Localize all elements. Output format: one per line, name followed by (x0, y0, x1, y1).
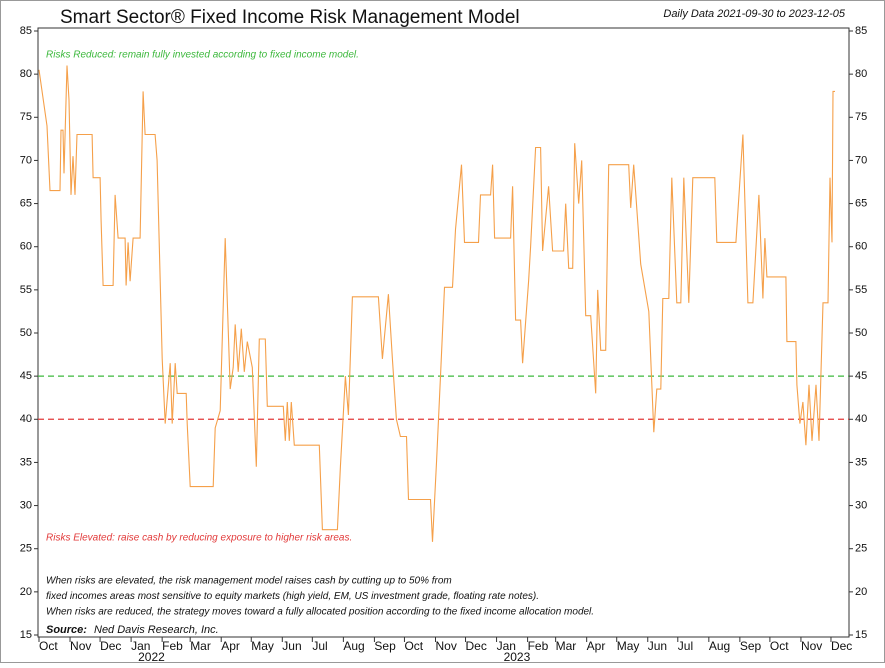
y-tick-label: 20 (20, 586, 32, 598)
y-tick-label: 15 (20, 629, 32, 641)
y-tick-label: 50 (20, 327, 32, 339)
year-label: 2023 (504, 650, 531, 663)
y-tick-label: 45 (20, 370, 32, 382)
annotation: Risks Reduced: remain fully invested acc… (46, 50, 359, 61)
annotation: Risks Elevated: raise cash by reducing e… (46, 533, 352, 544)
x-tick-label: May (251, 639, 274, 653)
y2-tick-label: 65 (855, 197, 867, 209)
source-label: Source: (46, 624, 87, 636)
y2-tick-label: 15 (855, 629, 867, 641)
y-tick-label: 70 (20, 154, 32, 166)
x-tick-label: Oct (770, 639, 789, 653)
x-tick-label: Sep (740, 639, 762, 653)
y2-tick-label: 70 (855, 154, 867, 166)
x-tick-label: Apr (221, 639, 240, 653)
x-tick-label: Nov (435, 639, 456, 653)
x-tick-label: Feb (162, 639, 183, 653)
x-tick-label: Apr (587, 639, 606, 653)
y-tick-label: 25 (20, 543, 32, 555)
x-tick-label: Feb (528, 639, 549, 653)
y-tick-label: 55 (20, 284, 32, 296)
chart-subtitle: Daily Data 2021-09-30 to 2023-12-05 (663, 8, 846, 20)
x-tick-label: Nov (70, 639, 91, 653)
y-tick-label: 80 (20, 68, 32, 80)
x-tick-label: Jun (282, 639, 301, 653)
note: When risks are reduced, the strategy mov… (46, 607, 594, 618)
y2-tick-label: 35 (855, 456, 867, 468)
x-tick-label: Mar (556, 639, 577, 653)
x-tick-label: Jan (497, 639, 516, 653)
source: Ned Davis Research, Inc. (94, 624, 219, 636)
x-tick-label: Sep (374, 639, 396, 653)
y2-tick-label: 75 (855, 111, 867, 123)
x-tick-label: Jun (648, 639, 667, 653)
y-tick-label: 60 (20, 241, 32, 253)
x-tick-label: Nov (801, 639, 822, 653)
y-tick-label: 85 (20, 25, 32, 37)
y2-tick-label: 45 (855, 370, 867, 382)
y-tick-label: 65 (20, 197, 32, 209)
x-tick-label: Aug (343, 639, 364, 653)
y-tick-label: 40 (20, 413, 32, 425)
x-tick-label: Jan (131, 639, 150, 653)
x-tick-label: Aug (709, 639, 730, 653)
y-tick-label: 75 (20, 111, 32, 123)
year-label: 2022 (138, 650, 165, 663)
y-tick-label: 35 (20, 456, 32, 468)
x-tick-label: Mar (190, 639, 211, 653)
y2-tick-label: 25 (855, 543, 867, 555)
y2-tick-label: 40 (855, 413, 867, 425)
x-tick-label: Dec (466, 639, 487, 653)
note: fixed incomes areas most sensitive to eq… (46, 591, 539, 602)
series-line (38, 65, 835, 542)
x-tick-label: Oct (39, 639, 58, 653)
y2-tick-label: 85 (855, 25, 867, 37)
y2-tick-label: 30 (855, 499, 867, 511)
chart-title: Smart Sector® Fixed Income Risk Manageme… (60, 7, 520, 28)
x-tick-label: Dec (831, 639, 852, 653)
note: When risks are elevated, the risk manage… (46, 576, 452, 587)
y2-tick-label: 80 (855, 68, 867, 80)
x-tick-label: May (617, 639, 640, 653)
y-tick-label: 30 (20, 499, 32, 511)
x-tick-label: Oct (404, 639, 423, 653)
y2-tick-label: 50 (855, 327, 867, 339)
x-tick-label: Jul (678, 639, 693, 653)
y2-tick-label: 55 (855, 284, 867, 296)
x-tick-label: Jul (312, 639, 327, 653)
y2-tick-label: 60 (855, 241, 867, 253)
y2-tick-label: 20 (855, 586, 867, 598)
x-tick-label: Dec (100, 639, 121, 653)
